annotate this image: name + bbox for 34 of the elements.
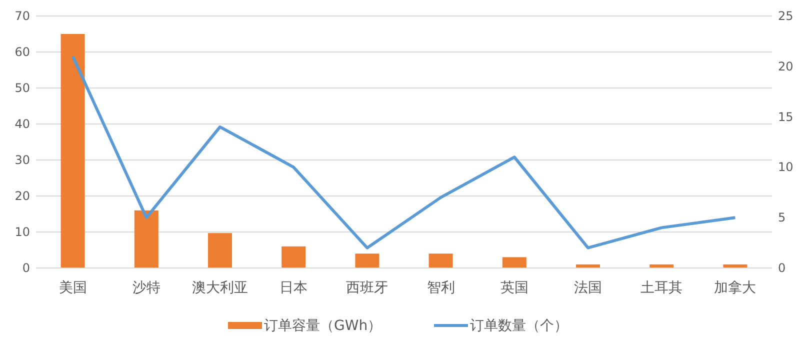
y2-tick-label: 15 bbox=[778, 110, 794, 124]
y2-tick-label: 20 bbox=[778, 59, 794, 74]
bar bbox=[60, 34, 85, 268]
x-tick-label: 沙特 bbox=[132, 280, 160, 296]
y-tick-label: 10 bbox=[14, 225, 30, 239]
legend-label: 订单容量（GWh） bbox=[264, 318, 382, 334]
x-tick-label: 加拿大 bbox=[714, 280, 756, 296]
y2-tick-label: 10 bbox=[778, 160, 794, 174]
x-tick-label: 美国 bbox=[58, 280, 87, 296]
x-tick-label: 土耳其 bbox=[640, 280, 683, 296]
x-tick-label: 西班牙 bbox=[346, 280, 388, 296]
legend-label: 订单数量（个） bbox=[470, 318, 568, 334]
bar bbox=[355, 254, 380, 268]
bar bbox=[282, 246, 306, 268]
bar bbox=[134, 210, 158, 268]
y-tick-label: 70 bbox=[14, 9, 30, 23]
y-tick-label: 50 bbox=[14, 81, 30, 95]
x-tick-label: 日本 bbox=[280, 280, 308, 296]
y2-tick-label: 25 bbox=[778, 9, 794, 23]
y-tick-label: 0 bbox=[22, 261, 30, 275]
y-tick-label: 20 bbox=[14, 189, 30, 203]
y-tick-label: 30 bbox=[14, 153, 30, 167]
x-tick-label: 澳大利亚 bbox=[192, 280, 248, 296]
y2-tick-label: 0 bbox=[778, 261, 786, 275]
bar bbox=[428, 254, 453, 268]
bar bbox=[502, 257, 526, 268]
line-series bbox=[71, 54, 737, 250]
x-tick-label: 法国 bbox=[574, 280, 602, 296]
y2-tick-label: 5 bbox=[778, 210, 786, 225]
y-tick-label: 60 bbox=[14, 45, 30, 59]
bar bbox=[208, 233, 232, 268]
y-tick-label: 40 bbox=[14, 117, 30, 131]
x-tick-label: 智利 bbox=[426, 280, 455, 296]
x-tick-label: 英国 bbox=[500, 280, 528, 296]
